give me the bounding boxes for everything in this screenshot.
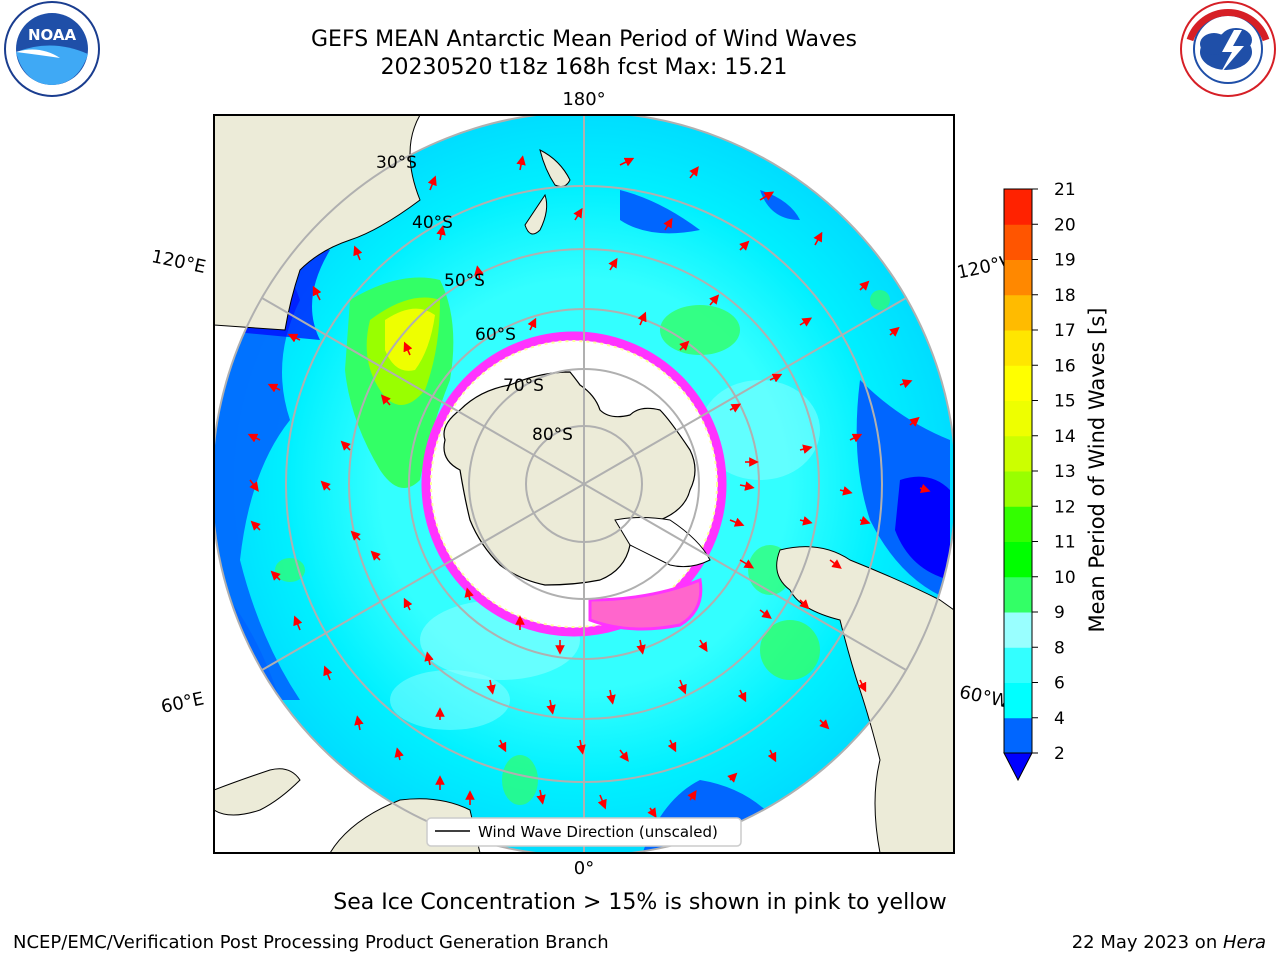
nws-logo (1180, 1, 1276, 97)
colorbar-tick-label: 9 (1054, 603, 1065, 623)
colorbar-segment (1004, 224, 1032, 260)
chart-subtitle: 20230520 t18z 168h fcst Max: 15.21 (380, 55, 788, 80)
colorbar-tick-label: 13 (1054, 462, 1076, 482)
colorbar-segment (1004, 471, 1032, 507)
lat-label-70s: 70°S (503, 376, 544, 396)
lon-label-0: 0° (574, 858, 594, 879)
colorbar-tick-label: 21 (1054, 180, 1076, 200)
colorbar-extend-arrow (1003, 752, 1033, 782)
colorbar-segment (1004, 435, 1032, 472)
colorbar-segment (1004, 400, 1032, 437)
colorbar-tick-label: 10 (1054, 568, 1076, 588)
colorbar-tick-label: 11 (1054, 533, 1076, 553)
colorbar-segment (1004, 717, 1032, 754)
colorbar-tick-label: 15 (1054, 392, 1076, 412)
map-border (213, 114, 955, 854)
lon-label-60e: 60°E (159, 688, 206, 718)
wind-wave-arrows (247, 155, 931, 818)
lat-label-60s: 60°S (475, 325, 516, 345)
latitude-labels: 30°S 40°S 50°S 60°S 70°S 80°S (376, 153, 573, 445)
footer-date-text: 22 May 2023 on (1071, 932, 1223, 953)
colorbar-tick-label: 6 (1054, 674, 1065, 694)
footer-credit: NCEP/EMC/Verification Post Processing Pr… (13, 932, 609, 953)
colorbar-tick-label: 12 (1054, 497, 1076, 517)
colorbar-segment (1004, 682, 1032, 719)
colorbar-segment (1004, 647, 1032, 683)
colorbar-label: Mean Period of Wind Waves [s] (1085, 308, 1109, 633)
footer-date: 22 May 2023 on Hera (1072, 932, 1266, 953)
colorbar-tick-label: 16 (1054, 356, 1076, 376)
lat-label-30s: 30°S (376, 153, 417, 173)
colorbar-tick-label: 2 (1054, 744, 1065, 764)
colorbar-segment (1004, 189, 1032, 225)
chart-title: GEFS MEAN Antarctic Mean Period of Wind … (311, 27, 857, 52)
sea-ice-weddell (588, 577, 703, 631)
legend-label: Wind Wave Direction (unscaled) (478, 823, 718, 841)
colorbar-segment (1004, 365, 1032, 401)
footer-machine: Hera (1222, 932, 1266, 953)
lon-label-180: 180° (562, 89, 605, 110)
colorbar-tick-label: 18 (1054, 286, 1076, 306)
sea-ice-inner (430, 340, 718, 628)
colorbar-tick-label: 4 (1054, 709, 1065, 729)
colorbar-segment (1004, 612, 1032, 648)
colorbar-segment (1004, 294, 1032, 331)
land-masses (214, 115, 954, 853)
graticule (214, 115, 954, 853)
colorbar-segment (1004, 330, 1032, 366)
colorbar-tick-label: 17 (1054, 321, 1076, 341)
sea-ice-note: Sea Ice Concentration > 15% is shown in … (333, 890, 947, 915)
lat-label-40s: 40°S (412, 213, 453, 233)
colorbar-segment (1004, 576, 1032, 613)
lon-label-120e: 120°E (150, 246, 208, 278)
colorbar: 2 4 6 8 9 10 11 12 13 14 15 16 17 18 19 20 21 (1003, 180, 1076, 782)
noaa-logo: NOAA (4, 1, 100, 97)
noaa-logo-text: NOAA (28, 26, 77, 44)
map-legend: Wind Wave Direction (unscaled) (426, 817, 742, 847)
colorbar-tick-label: 14 (1054, 427, 1076, 447)
lon-label-60w: 60°W (957, 682, 1010, 713)
colorbar-tick-label: 8 (1054, 638, 1065, 658)
colorbar-segment (1004, 259, 1032, 296)
lat-label-50s: 50°S (444, 271, 485, 291)
lat-label-80s: 80°S (532, 425, 573, 445)
colorbar-tick-label: 20 (1054, 215, 1076, 235)
colorbar-tick-label: 19 (1054, 251, 1076, 271)
colorbar-segment (1004, 506, 1032, 542)
colorbar-segment (1004, 541, 1032, 578)
